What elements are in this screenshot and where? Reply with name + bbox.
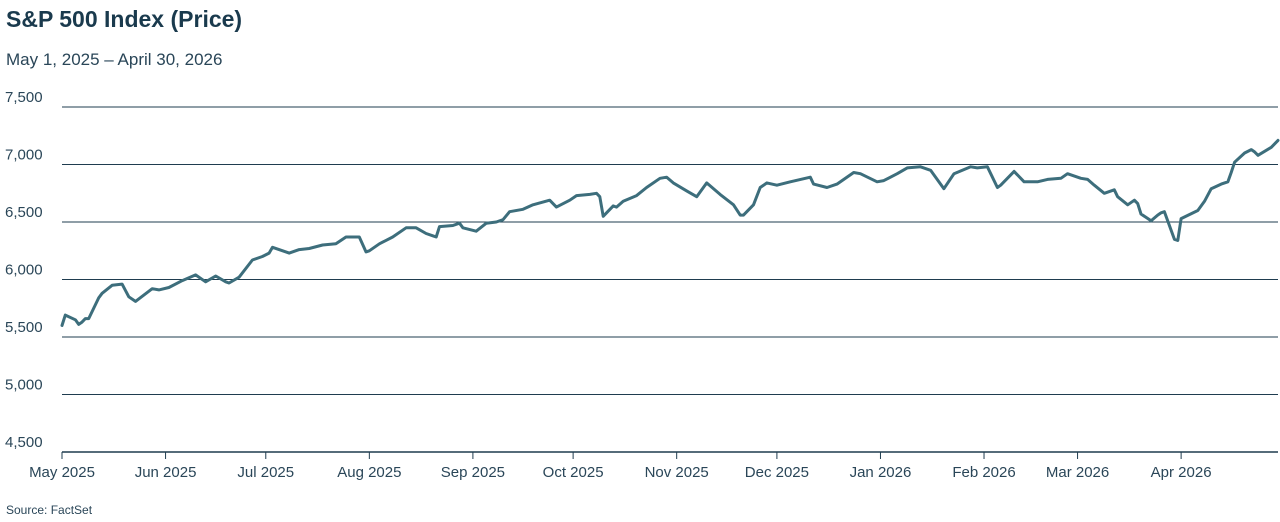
y-tick-label: 4,500 <box>5 434 43 451</box>
x-tick-label: Oct 2025 <box>543 464 604 481</box>
x-tick-label: May 2025 <box>29 464 95 481</box>
chart-title: S&P 500 Index (Price) <box>6 6 243 32</box>
series-layer <box>60 138 1280 327</box>
x-tick-label: Dec 2025 <box>745 464 809 481</box>
x-tick-label: Sep 2025 <box>441 464 505 481</box>
x-tick-label: Nov 2025 <box>645 464 709 481</box>
x-tick-label: Jun 2025 <box>135 464 197 481</box>
chart-source: Source: FactSet <box>6 503 93 517</box>
x-tick-label: Feb 2026 <box>952 464 1015 481</box>
y-tick-label: 5,500 <box>5 319 43 336</box>
y-tick-label: 6,500 <box>5 204 43 221</box>
x-tick-label: Mar 2026 <box>1046 464 1109 481</box>
x-tick-label: Jan 2026 <box>850 464 912 481</box>
x-tick-label: Aug 2025 <box>337 464 401 481</box>
gridlines <box>62 106 1278 453</box>
y-tick-label: 7,000 <box>5 147 43 164</box>
y-tick-label: 7,500 <box>5 89 43 106</box>
chart-subtitle: May 1, 2025 – April 30, 2026 <box>6 50 223 69</box>
x-tick-label: Apr 2026 <box>1151 464 1212 481</box>
y-tick-label: 6,000 <box>5 262 43 279</box>
x-tick-label: Jul 2025 <box>237 464 294 481</box>
y-tick-label: 5,000 <box>5 377 43 394</box>
series-line-0 <box>60 138 1280 327</box>
x-axis-ticks: May 2025 Jun 2025 Jul 2025 Aug 2025 Sep 2025… <box>29 452 1212 481</box>
y-axis-ticks: 4,500 5,000 5,500 6,000 6,500 7,000 7,500 <box>5 89 43 451</box>
